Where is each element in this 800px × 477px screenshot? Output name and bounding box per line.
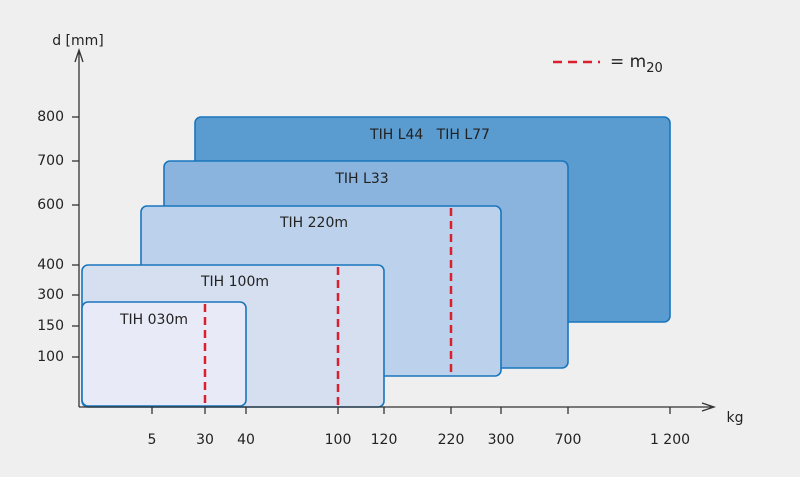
x-tick-label: 220 [438,432,465,448]
ticks: 800 700 600 400 300 150 100 5 30 40 100 120 220 300 70… [37,109,690,448]
legend-text: = m [610,52,646,72]
x-tick-label: 120 [371,432,398,448]
box [81,301,247,407]
y-axis-label: d [mm] [52,33,104,49]
box-label: TIH 030m [119,312,188,328]
box-label: TIH 220m [279,215,348,231]
legend-label: = m20 [610,52,663,76]
x-tick-label: 1 200 [650,432,690,448]
box-label: TIH L44 TIH L77 [369,127,490,143]
x-tick-label: 300 [488,432,515,448]
box-label: TIH L33 [334,171,388,187]
y-tick-label: 100 [37,349,64,365]
y-axis [74,47,84,407]
x-axis-label: kg [727,410,744,426]
y-tick-label: 400 [37,257,64,273]
y-tick-label: 700 [37,153,64,169]
x-tick-label: 5 [148,432,157,448]
x-tick-label: 30 [196,432,214,448]
box-label: TIH 100m [200,274,269,290]
y-tick-label: 600 [37,197,64,213]
x-tick-label: 700 [555,432,582,448]
legend-subscript: 20 [646,61,663,76]
x-axis [79,402,717,412]
y-tick-label: 150 [37,318,64,334]
x-tick-label: 40 [237,432,255,448]
y-tick-label: 300 [37,287,64,303]
y-tick-label: 800 [37,109,64,125]
x-tick-label: 100 [325,432,352,448]
